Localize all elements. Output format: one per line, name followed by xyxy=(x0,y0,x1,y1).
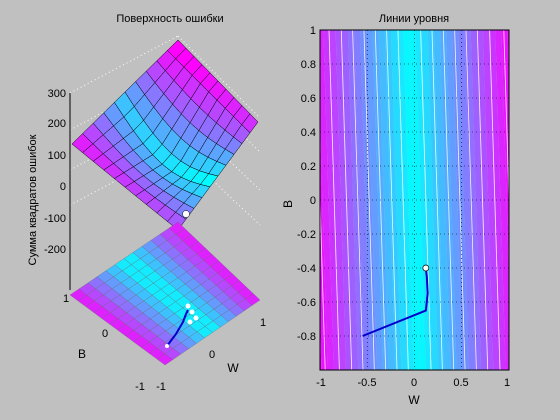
y-tick-label: 0.4 xyxy=(301,127,316,139)
surface-trajectory-start xyxy=(165,344,169,348)
contour-band xyxy=(489,30,506,370)
floor-patch xyxy=(244,293,261,306)
z-tick-label: -200 xyxy=(44,244,66,256)
contour-level-line xyxy=(431,30,443,370)
y-tick-label: -0.6 xyxy=(297,297,316,309)
x-tick-label: 0 xyxy=(209,349,215,361)
y-axis-label-3d: B xyxy=(78,347,86,361)
contour-final-point xyxy=(422,264,430,272)
contour-level-line xyxy=(476,30,489,370)
contour-band xyxy=(526,30,543,370)
contour-level-line xyxy=(340,30,353,370)
contour-title: Линии уровня xyxy=(379,13,449,25)
y-tick-label: 0.6 xyxy=(301,93,316,105)
contour-x-label: W xyxy=(408,393,420,407)
contour-band xyxy=(446,30,463,370)
x-tick-label: 0 xyxy=(411,377,417,389)
contour-level-line xyxy=(465,30,477,370)
contour-band xyxy=(514,30,531,370)
x-axis-label-3d: W xyxy=(227,361,239,375)
contour-level-line xyxy=(420,30,432,370)
error-surface-mesh xyxy=(71,39,259,231)
contour-axes-box xyxy=(319,29,510,371)
contour-x-ticks: -1 -0.5 0 0.5 1 xyxy=(316,377,510,389)
y-tick-label: -0.2 xyxy=(297,229,316,241)
z-tick-label: 0 xyxy=(60,181,66,193)
contour-band xyxy=(378,30,396,370)
y-tick-label: 1 xyxy=(310,25,316,37)
contour-band xyxy=(323,30,340,370)
y-tick-label: 0.2 xyxy=(301,161,316,173)
error-surface-base-contour xyxy=(69,221,261,366)
contour-level-line xyxy=(363,30,375,370)
z-tick-label: 100 xyxy=(48,150,66,162)
y-tick-label: -0.8 xyxy=(297,331,316,343)
contour-y-ticks: 1 0.8 0.6 0.4 0.2 0 -0.2 -0.4 -0.6 -0.8 xyxy=(297,25,316,343)
surface-title: Поверхность ошибки xyxy=(116,13,223,25)
contour-band xyxy=(354,30,371,370)
contour-level-line xyxy=(328,30,340,370)
contour-band xyxy=(458,30,475,370)
x-tick-label: 1 xyxy=(260,317,266,329)
contour-plot: Линии уровня -1 -0.5 0 0.5 1 W 1 0.8 0.6… xyxy=(281,13,543,407)
x-tick-label: -1 xyxy=(316,377,326,389)
contour-band xyxy=(335,30,353,370)
x-tick-labels-3d: -1 0 1 xyxy=(156,317,266,393)
surface-trajectory-end xyxy=(185,303,199,325)
contour-level-line xyxy=(397,30,409,370)
y-tick-label: 0 xyxy=(102,328,108,340)
contour-level-line xyxy=(386,30,398,370)
surface-minimum-marker xyxy=(182,210,190,218)
contour-band xyxy=(433,30,451,370)
contour-band xyxy=(366,30,383,370)
contour-band xyxy=(403,30,420,370)
contour-band xyxy=(341,30,359,370)
contour-level-line xyxy=(352,30,364,370)
y-tick-label: -1 xyxy=(135,381,145,393)
contour-band xyxy=(483,30,500,370)
contour-band xyxy=(409,30,426,370)
x-tick-label: 1 xyxy=(504,377,510,389)
contour-band xyxy=(293,30,310,370)
z-tick-label: -100 xyxy=(44,213,66,225)
contour-band xyxy=(397,30,414,370)
contour-band xyxy=(520,30,537,370)
z-tick-labels: 300 200 100 0 -100 -200 xyxy=(44,88,66,256)
contour-grid xyxy=(320,30,509,370)
x-tick-label: -0.5 xyxy=(358,377,377,389)
contour-band xyxy=(501,30,509,278)
surface-patch xyxy=(241,113,259,134)
y-tick-label: 0.8 xyxy=(301,59,316,71)
contour-band xyxy=(507,30,509,77)
contour-band xyxy=(476,30,494,370)
y-tick-label: 0 xyxy=(310,195,316,207)
contour-lines xyxy=(320,30,509,370)
surface-trajectory xyxy=(166,309,189,347)
contour-band xyxy=(495,30,509,370)
contour-y-label: B xyxy=(281,200,295,208)
surface-plot: Поверхность ошибки 300 200 100 xyxy=(27,13,266,393)
contour-level-line xyxy=(454,30,466,370)
x-tick-label: -1 xyxy=(156,381,166,393)
x-tick-label: 0.5 xyxy=(453,377,468,389)
contour-band xyxy=(329,30,346,370)
z-tick-label: 300 xyxy=(48,88,66,100)
z-tick-label: 200 xyxy=(48,118,66,130)
z-axis-label: Сумма квадратов ошибок xyxy=(27,134,39,265)
y-tick-labels-3d: -1 0 1 xyxy=(63,293,145,393)
contour-band xyxy=(320,30,334,370)
y-tick-label: -0.4 xyxy=(297,263,316,275)
contour-level-line xyxy=(503,30,509,214)
contour-level-line xyxy=(320,186,326,370)
contour-band xyxy=(470,30,488,370)
contour-level-line xyxy=(489,30,501,370)
contour-trajectory xyxy=(362,267,429,337)
y-tick-label: 1 xyxy=(63,293,69,305)
contour-band xyxy=(390,30,408,370)
contour-band xyxy=(421,30,439,370)
